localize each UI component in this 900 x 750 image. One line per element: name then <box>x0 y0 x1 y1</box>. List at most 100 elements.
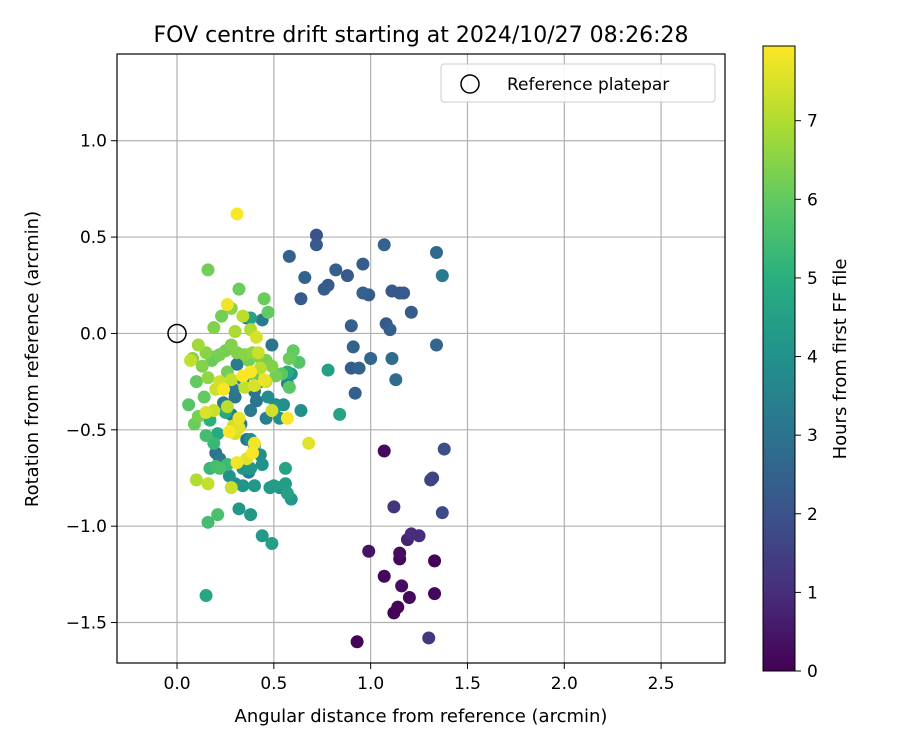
colorbar-label: Hours from first FF file <box>830 259 851 460</box>
data-point <box>428 587 442 601</box>
data-point <box>333 407 347 421</box>
data-point <box>309 238 323 252</box>
data-point <box>302 436 316 450</box>
legend: Reference platepar <box>440 63 716 103</box>
data-point <box>247 378 261 392</box>
data-point <box>244 508 258 522</box>
data-point <box>226 382 240 396</box>
data-point <box>244 404 258 418</box>
data-point <box>261 390 275 404</box>
data-point <box>199 405 213 419</box>
data-point <box>197 390 211 404</box>
data-point <box>282 249 296 263</box>
data-point <box>294 404 308 418</box>
data-point <box>216 382 230 396</box>
legend-box <box>440 63 716 103</box>
data-points <box>182 207 451 649</box>
data-point <box>213 461 227 475</box>
data-point <box>247 436 261 450</box>
data-point <box>182 398 196 412</box>
y-tick-label: 1.0 <box>80 132 107 152</box>
data-point <box>435 506 449 520</box>
data-point <box>387 500 401 514</box>
data-point <box>222 425 236 439</box>
colorbar: 0 1 2 3 4 5 6 7 Hours from first FF file <box>762 45 851 682</box>
data-point <box>191 338 205 352</box>
data-point <box>230 456 244 470</box>
colorbar-ticks: 0 1 2 3 4 5 6 7 <box>795 112 818 682</box>
data-point <box>189 473 203 487</box>
data-point <box>222 469 236 483</box>
data-point <box>317 282 331 296</box>
data-point <box>215 309 229 323</box>
data-point <box>340 269 354 283</box>
data-point <box>224 373 238 387</box>
x-ticks: 0.0 0.5 1.0 1.5 2.0 2.5 <box>164 663 675 694</box>
data-point <box>232 282 246 296</box>
data-point <box>429 338 443 352</box>
data-point <box>249 330 263 344</box>
y-tick-label: −1.0 <box>66 517 107 537</box>
data-point <box>278 461 292 475</box>
data-point <box>435 269 449 283</box>
data-point <box>230 207 244 221</box>
data-point <box>265 359 279 373</box>
data-point <box>422 631 436 645</box>
data-point <box>282 352 296 365</box>
data-point <box>201 371 215 385</box>
data-point <box>257 373 271 387</box>
data-point <box>251 346 265 360</box>
data-point <box>329 263 343 277</box>
data-point <box>294 292 308 306</box>
data-point <box>356 257 370 271</box>
data-point <box>265 404 279 418</box>
data-point <box>346 340 360 354</box>
data-point <box>255 529 269 543</box>
x-tick-label: 2.5 <box>648 674 675 694</box>
colorbar-tick-label: 3 <box>807 426 818 446</box>
data-point <box>350 635 364 649</box>
data-point <box>199 589 213 603</box>
data-point <box>265 537 279 551</box>
data-point <box>236 309 250 323</box>
data-point <box>383 323 397 337</box>
x-tick-label: 2.0 <box>551 674 578 694</box>
y-ticks: 1.0 0.5 0.0 −0.5 −1.0 −1.5 <box>66 132 117 634</box>
data-point <box>364 352 378 365</box>
data-point <box>220 400 234 414</box>
data-point <box>282 380 296 394</box>
data-point <box>201 263 215 277</box>
data-point <box>377 569 391 583</box>
data-point <box>228 325 242 339</box>
data-point <box>402 590 416 604</box>
data-point <box>393 546 407 560</box>
y-tick-label: 0.0 <box>80 324 107 344</box>
data-point <box>232 502 246 516</box>
x-tick-label: 1.5 <box>454 674 481 694</box>
grid <box>117 54 725 663</box>
colorbar-tick-label: 0 <box>807 662 818 682</box>
legend-marker <box>460 74 480 94</box>
data-point <box>211 508 225 522</box>
data-point <box>412 529 426 543</box>
data-point <box>201 477 215 491</box>
data-point <box>395 579 409 593</box>
data-point <box>207 321 221 335</box>
data-point <box>356 286 370 300</box>
data-point <box>267 479 281 493</box>
colorbar-tick-label: 4 <box>807 348 818 368</box>
data-point <box>265 338 279 352</box>
data-point <box>377 238 391 252</box>
data-point <box>195 359 209 373</box>
data-point <box>184 353 198 367</box>
data-point <box>201 515 215 529</box>
colorbar-tick-label: 5 <box>807 269 818 289</box>
data-point <box>246 446 260 460</box>
data-point <box>385 352 399 365</box>
data-point <box>247 479 261 493</box>
data-point <box>428 554 442 568</box>
y-axis-label: Rotation from reference (arcmin) <box>22 211 43 507</box>
legend-entry: Reference platepar <box>507 75 669 95</box>
x-tick-label: 1.0 <box>357 674 384 694</box>
